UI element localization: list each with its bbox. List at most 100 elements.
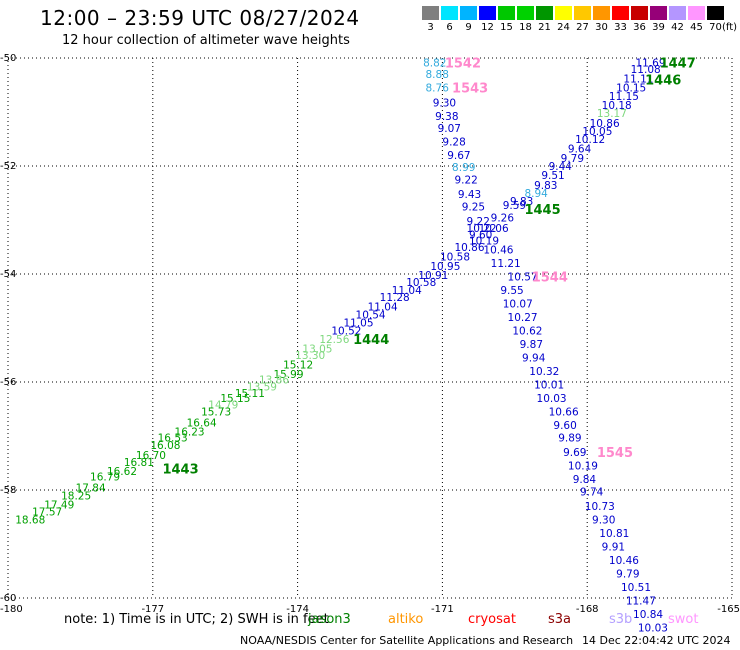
colorbar-swatch [574,6,591,20]
wave-height-value: 10.05 [582,126,612,138]
legend-item-cryosat: cryosat [468,612,516,627]
wave-height-value: 16.08 [150,440,180,452]
wave-height-value: 9.60 [469,230,492,242]
colorbar-swatch [441,6,458,20]
wave-height-value: 10.81 [599,528,629,540]
wave-height-value: 10.73 [585,501,615,513]
map-subtitle: 12 hour collection of altimeter wave hei… [62,33,350,48]
wave-height-value: 9.44 [549,161,573,173]
colorbar-label: 21 [538,22,551,33]
pass-number-label: 1544 [532,271,568,286]
wave-height-value: 10.84 [633,609,663,621]
wave-height-value: 10.22 [467,223,497,235]
wave-height-value: 8.76 [426,83,450,95]
colorbar-swatch [479,6,496,20]
wave-height-value: 9.74 [580,487,604,499]
y-tick-label: -54 [0,269,16,280]
wave-height-value: 10.58 [406,277,436,289]
wave-height-value: 9.30 [433,97,456,109]
wave-height-value: 10.57 [508,272,538,284]
wave-height-value: 9.55 [500,285,523,297]
colorbar-swatch [498,6,515,20]
wave-height-value: 10.32 [529,366,559,378]
wave-height-value: 9.43 [458,189,481,201]
wave-height-value: 9.94 [522,353,546,365]
colorbar-swatch [517,6,534,20]
colorbar-swatch [593,6,610,20]
wave-height-value: 16.23 [175,427,205,439]
footer-note: note: 1) Time is in UTC; 2) SWH is in fe… [64,612,329,627]
wave-height-value: 11.28 [380,292,410,304]
wave-height-value: 10.54 [356,310,386,322]
wave-height-value: 9.91 [602,542,625,554]
wave-height-value: 17.84 [76,482,106,494]
wave-height-value: 9.84 [573,474,597,486]
wave-height-value: 10.18 [602,100,632,112]
wave-height-value: 15.12 [283,360,313,372]
wave-height-value: 13.30 [295,350,325,362]
pass-number-label: 1542 [445,56,481,71]
colorbar-swatch [555,6,572,20]
wave-height-value: 10.95 [430,261,460,273]
y-tick-label: -56 [0,377,16,388]
pass-number-label: 1447 [660,56,696,71]
wave-height-value: 9.30 [592,515,615,527]
colorbar-swatch [612,6,629,20]
colorbar-label: 42 [671,22,684,33]
wave-height-value: 8.82 [423,57,446,69]
wave-height-value: 10.91 [418,270,448,282]
legend-item-s3b: s3b [609,612,633,627]
wave-height-value: 9.69 [563,447,586,459]
x-tick-label: -180 [0,604,23,615]
wave-height-value: 10.03 [537,393,567,405]
wave-height-value: 10.58 [440,252,470,264]
wave-height-value: 13.59 [247,381,277,393]
colorbar-label: 9 [465,22,472,33]
wave-height-value: 16.53 [158,433,188,445]
wave-height-value: 8.88 [426,69,449,81]
wave-height-value: 8.94 [524,188,548,200]
wave-height-value: 16.64 [187,418,217,430]
wave-height-value: 9.22 [454,175,477,187]
wave-height-value: 10.46 [609,555,639,567]
wave-height-value: 11.69 [635,57,665,69]
legend-item-jason3: jason3 [308,612,351,627]
wave-height-value: 11.47 [626,596,656,608]
wave-height-value: 10.27 [508,312,538,324]
colorbar-swatch [650,6,667,20]
wave-height-value: 9.79 [561,153,584,165]
x-tick-label: -177 [141,604,164,615]
colorbar-swatch [631,6,648,20]
wave-height-value: 9.22 [467,216,490,228]
wave-height-value: 9.64 [568,144,592,156]
wave-height-value: 15.15 [220,393,250,405]
wave-height-value: 10.03 [638,623,668,635]
wave-height-value: 9.83 [534,180,557,192]
legend-item-altiko: altiko [388,612,424,627]
colorbar-label: 24 [557,22,570,33]
wave-height-value: 9.25 [462,202,485,214]
credit-line: NOAA/NESDIS Center for Satellite Applica… [240,634,574,647]
wave-height-value: 9.38 [435,111,458,123]
pass-labels: 1542 1543 1544 1545 1443 1444 1445 1446 1447 [162,56,695,477]
wave-height-value: 13.86 [259,374,289,386]
wave-height-value: 10.19 [469,236,499,248]
wave-height-value: 10.86 [454,242,484,254]
x-tick-label: -165 [717,604,740,615]
colorbar-label: 18 [519,22,532,33]
wave-height-value: 9.51 [541,170,564,182]
y-tick-label: -50 [0,53,16,64]
wave-height-value: 9.07 [438,123,461,135]
wave-height-value: 9.60 [553,420,576,432]
legend-item-s3a: s3a [548,612,572,627]
wave-height-value: 9.79 [616,569,639,581]
wave-height-value: 9.59 [503,200,526,212]
wave-height-value: 9.89 [558,433,581,445]
wave-height-value: 16.79 [90,472,120,484]
wave-height-value: 10.46 [483,245,513,257]
wave-height-value: 10.19 [568,461,598,473]
x-tick-label: -171 [431,604,454,615]
x-tick-label: -168 [576,604,599,615]
x-tick-label: -174 [286,604,309,615]
wave-height-value: 11.15 [609,91,639,103]
